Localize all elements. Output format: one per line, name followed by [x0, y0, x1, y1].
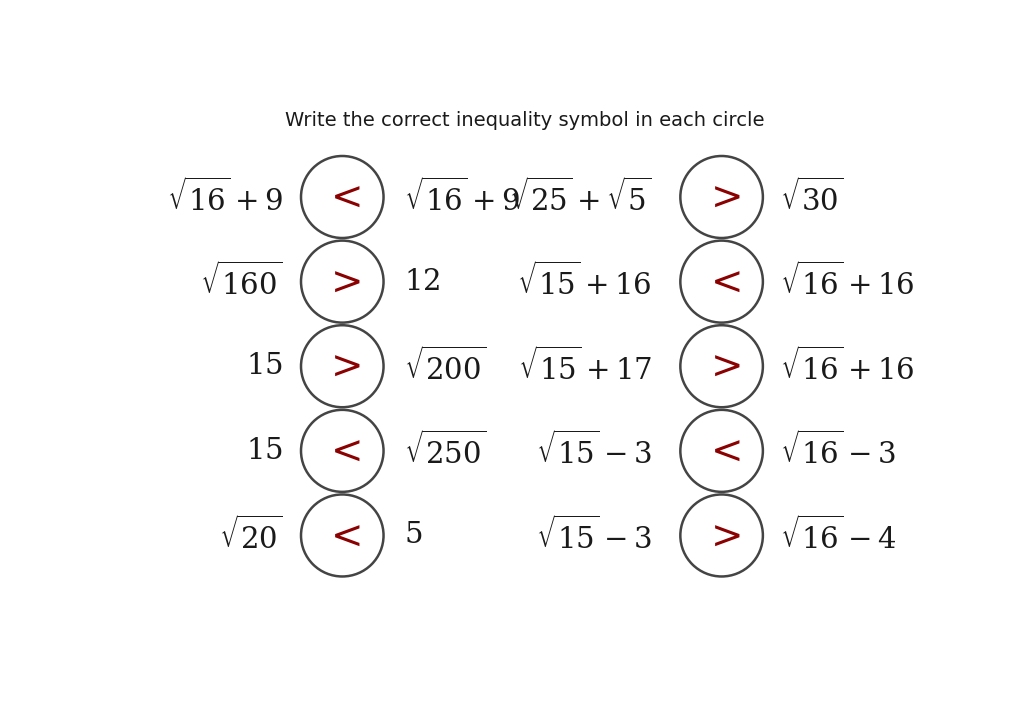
Text: $<$: $<$ — [324, 432, 361, 470]
Text: $15$: $15$ — [246, 352, 283, 380]
Text: $15$: $15$ — [246, 437, 283, 465]
Text: $\sqrt{15}+16$: $\sqrt{15}+16$ — [517, 262, 652, 301]
Text: $\sqrt{15}-3$: $\sqrt{15}-3$ — [537, 516, 652, 555]
Text: $>$: $>$ — [702, 516, 740, 554]
Text: $\sqrt{16}-4$: $\sqrt{16}-4$ — [780, 516, 897, 555]
Text: $>$: $>$ — [324, 347, 361, 385]
Text: $\sqrt{16}+9$: $\sqrt{16}+9$ — [167, 177, 283, 216]
Text: $\sqrt{20}$: $\sqrt{20}$ — [219, 516, 283, 555]
Text: $>$: $>$ — [702, 178, 740, 216]
Text: $\sqrt{16}+9$: $\sqrt{16}+9$ — [404, 177, 520, 216]
Text: $<$: $<$ — [702, 262, 740, 301]
Text: $\sqrt{160}$: $\sqrt{160}$ — [201, 262, 283, 301]
Text: Write the correct inequality symbol in each circle: Write the correct inequality symbol in e… — [285, 111, 765, 130]
Text: $\sqrt{25}+\sqrt{5}$: $\sqrt{25}+\sqrt{5}$ — [509, 177, 652, 216]
Text: $\sqrt{15}-3$: $\sqrt{15}-3$ — [537, 431, 652, 470]
Text: $<$: $<$ — [702, 432, 740, 470]
Text: $\sqrt{16}+16$: $\sqrt{16}+16$ — [780, 262, 914, 301]
Text: $\sqrt{16}-3$: $\sqrt{16}-3$ — [780, 431, 896, 470]
Text: $\sqrt{250}$: $\sqrt{250}$ — [404, 431, 486, 470]
Text: $<$: $<$ — [324, 178, 361, 216]
Text: $\sqrt{16}+16$: $\sqrt{16}+16$ — [780, 347, 914, 386]
Text: $>$: $>$ — [702, 347, 740, 385]
Text: $>$: $>$ — [324, 262, 361, 301]
Text: $<$: $<$ — [324, 516, 361, 554]
Text: $\sqrt{30}$: $\sqrt{30}$ — [780, 177, 844, 216]
Text: $\sqrt{200}$: $\sqrt{200}$ — [404, 347, 486, 386]
Text: $12$: $12$ — [404, 267, 440, 296]
Text: $5$: $5$ — [404, 522, 423, 549]
Text: $\sqrt{15}+17$: $\sqrt{15}+17$ — [517, 347, 652, 386]
